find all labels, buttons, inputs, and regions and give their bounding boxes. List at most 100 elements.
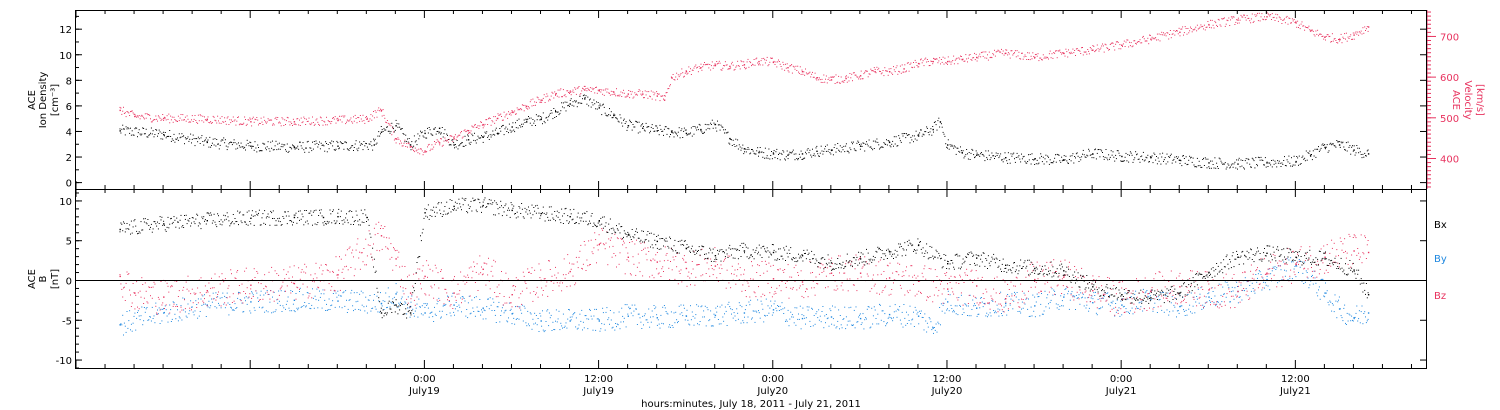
data-point xyxy=(400,140,401,142)
data-point xyxy=(809,149,811,151)
data-point xyxy=(1299,28,1301,30)
data-point xyxy=(531,105,533,107)
data-point xyxy=(1311,154,1312,155)
data-point xyxy=(900,323,902,325)
data-point xyxy=(490,304,492,306)
data-point xyxy=(797,65,799,67)
data-point xyxy=(135,115,137,117)
data-point xyxy=(913,135,915,137)
data-point xyxy=(1274,20,1276,21)
data-point xyxy=(761,58,763,60)
data-point xyxy=(407,296,409,298)
data-point xyxy=(1115,43,1117,45)
data-point xyxy=(263,143,265,145)
data-point xyxy=(1203,157,1204,159)
data-point xyxy=(298,267,300,269)
data-point xyxy=(495,127,497,129)
data-point xyxy=(1024,160,1026,162)
data-point xyxy=(501,119,503,121)
data-point xyxy=(1018,155,1020,157)
data-point xyxy=(545,96,547,98)
data-point xyxy=(1213,301,1215,303)
data-point xyxy=(141,114,143,116)
data-point xyxy=(750,152,752,154)
data-point xyxy=(138,129,140,131)
data-point xyxy=(191,138,193,140)
top-left-tick-label: 8 xyxy=(66,76,72,87)
data-point xyxy=(226,117,228,119)
data-point xyxy=(987,54,988,56)
data-point xyxy=(908,320,910,321)
data-point xyxy=(1195,166,1197,168)
data-point xyxy=(658,134,660,136)
data-point xyxy=(381,305,383,307)
data-point xyxy=(279,304,281,306)
data-point xyxy=(387,248,389,250)
data-point xyxy=(243,147,245,149)
data-point xyxy=(924,58,926,60)
series-point-velocity-17 xyxy=(511,111,513,114)
data-point xyxy=(311,297,313,299)
data-point xyxy=(561,325,563,327)
data-point xyxy=(448,138,450,140)
data-point xyxy=(359,120,361,122)
data-point xyxy=(202,141,204,142)
data-point xyxy=(1180,305,1182,307)
data-point xyxy=(301,306,303,307)
data-point xyxy=(764,314,766,316)
data-point xyxy=(1142,36,1144,38)
data-point xyxy=(353,150,354,151)
data-point xyxy=(184,116,186,118)
data-point xyxy=(585,88,587,89)
data-point xyxy=(375,143,377,145)
data-point xyxy=(1140,42,1142,44)
data-point xyxy=(808,72,810,74)
data-point xyxy=(280,287,282,289)
data-point xyxy=(1206,26,1208,28)
data-point xyxy=(151,133,153,135)
data-point xyxy=(551,112,553,114)
data-point xyxy=(447,299,448,301)
data-point xyxy=(463,145,465,147)
data-point xyxy=(548,100,550,102)
data-point xyxy=(174,119,176,120)
data-point xyxy=(927,132,929,133)
data-point xyxy=(479,255,481,257)
data-point xyxy=(169,304,171,306)
data-point xyxy=(615,95,617,97)
data-point xyxy=(841,146,843,148)
data-point xyxy=(193,292,195,294)
data-point xyxy=(1196,298,1198,300)
data-point xyxy=(534,101,536,103)
data-point xyxy=(931,329,933,331)
data-point xyxy=(634,304,636,306)
data-point xyxy=(339,295,341,297)
data-point xyxy=(775,151,777,153)
data-point xyxy=(379,110,381,112)
data-point xyxy=(221,273,223,275)
data-point xyxy=(520,309,522,311)
data-point xyxy=(155,305,157,307)
data-point xyxy=(1287,161,1289,163)
data-point xyxy=(353,120,355,122)
data-point xyxy=(502,124,504,126)
data-point xyxy=(159,323,161,324)
data-point xyxy=(884,313,886,315)
data-point xyxy=(301,147,303,149)
data-point xyxy=(208,300,210,302)
data-point xyxy=(913,62,914,63)
data-point xyxy=(752,150,754,152)
data-point xyxy=(966,58,968,60)
data-point xyxy=(575,326,577,328)
data-point xyxy=(1318,33,1320,35)
data-point xyxy=(1064,55,1066,57)
data-point xyxy=(353,256,354,258)
data-point xyxy=(133,113,135,115)
data-point xyxy=(222,139,224,141)
data-point xyxy=(987,158,988,160)
data-point xyxy=(1266,11,1268,13)
data-point xyxy=(381,129,383,131)
data-point xyxy=(526,325,528,327)
data-point xyxy=(1328,150,1330,152)
data-point xyxy=(1107,48,1109,49)
